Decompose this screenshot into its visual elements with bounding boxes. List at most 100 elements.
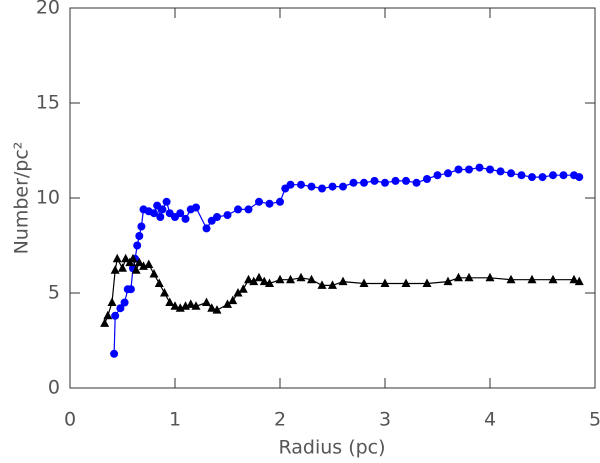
- triangle-point: [228, 295, 238, 305]
- circle-point: [559, 171, 568, 180]
- circle-point: [517, 171, 526, 180]
- circle-point: [433, 171, 442, 180]
- y-tick-label: 20: [36, 0, 60, 19]
- circle-point: [496, 167, 505, 176]
- circle-point: [265, 199, 274, 208]
- circle-point: [454, 165, 463, 174]
- triangle-point: [186, 299, 196, 308]
- triangle-point: [134, 257, 144, 267]
- circle-point: [126, 285, 135, 294]
- triangle-point: [265, 278, 274, 287]
- circle-point: [328, 182, 337, 191]
- circle-point: [286, 180, 295, 189]
- triangle-point: [244, 274, 253, 284]
- circle-point: [181, 214, 190, 223]
- y-tick-label: 0: [48, 377, 60, 399]
- y-tick-label: 10: [36, 187, 60, 209]
- plot-frame: [69, 7, 596, 389]
- x-tick-label: 4: [484, 409, 496, 431]
- triangle-point: [380, 278, 390, 287]
- triangle-point: [254, 272, 264, 282]
- x-tick-label: 0: [64, 409, 76, 431]
- x-tick-label: 1: [169, 409, 181, 431]
- triangle-point: [506, 274, 516, 284]
- circle-point: [486, 165, 494, 174]
- triangle-point: [464, 272, 474, 282]
- triangle-point: [112, 253, 122, 263]
- circle-point: [276, 197, 284, 206]
- triangle-point: [107, 297, 117, 306]
- x-tick-label: 2: [274, 409, 286, 431]
- circle-point: [360, 178, 368, 187]
- triangle-point: [275, 274, 285, 284]
- circle-point: [158, 205, 167, 214]
- triangle-point: [128, 253, 138, 263]
- circle-point: [156, 213, 165, 221]
- circle-point: [234, 205, 242, 214]
- circle-point: [370, 176, 379, 185]
- triangle-point: [149, 269, 159, 278]
- circle-point: [402, 176, 410, 185]
- circle-point: [192, 203, 200, 212]
- circle-point: [444, 169, 452, 178]
- triangle-point: [296, 272, 306, 282]
- circle-point: [318, 184, 326, 193]
- circle-point: [475, 163, 484, 172]
- circle-point: [339, 182, 347, 191]
- triangle-point: [131, 265, 141, 274]
- triangle-point: [233, 288, 243, 297]
- circle-point: [255, 197, 263, 206]
- circle-point: [381, 178, 389, 187]
- y-axis-title: Number/pc²: [11, 142, 33, 255]
- triangle-point: [165, 297, 175, 306]
- triangle-point: [338, 276, 348, 286]
- triangle-point: [110, 265, 120, 274]
- triangle-point: [485, 272, 495, 282]
- triangle-point: [100, 318, 110, 327]
- triangle-point: [443, 276, 453, 286]
- triangle-point: [454, 272, 463, 282]
- x-axis-title: Radius (pc): [278, 437, 385, 459]
- circle-point: [137, 222, 146, 231]
- triangle-point: [328, 280, 337, 289]
- triangle-point: [307, 274, 316, 284]
- series-line: [113, 166, 580, 354]
- circle-point: [528, 173, 536, 182]
- circle-point: [423, 175, 431, 183]
- circle-point: [244, 205, 253, 214]
- circle-point: [549, 171, 557, 180]
- triangle-point: [160, 288, 169, 297]
- circle-point: [391, 176, 400, 185]
- triangle-point: [359, 278, 369, 287]
- triangle-point: [422, 278, 432, 287]
- circle-point: [223, 211, 232, 220]
- circle-point: [213, 213, 221, 221]
- triangle-point: [527, 274, 537, 284]
- triangle-point: [202, 297, 211, 306]
- triangle-point: [401, 278, 411, 287]
- triangle-point: [569, 274, 579, 284]
- circle-point: [135, 232, 144, 240]
- circle-point: [465, 165, 473, 174]
- circle-point: [120, 298, 129, 307]
- series-line: [104, 257, 580, 324]
- triangle-point: [574, 276, 584, 286]
- triangle-point: [249, 276, 259, 286]
- circle-point: [162, 197, 171, 206]
- circle-point: [133, 241, 142, 250]
- triangle-point: [238, 284, 248, 293]
- circle-point: [412, 178, 421, 187]
- triangle-point: [212, 305, 222, 314]
- triangle-point: [170, 301, 180, 310]
- triangle-point: [191, 301, 201, 310]
- y-tick-label: 15: [36, 92, 60, 114]
- triangle-point: [207, 303, 217, 312]
- triangle-point: [103, 310, 113, 320]
- triangle-point: [154, 278, 164, 287]
- triangle-point: [548, 274, 558, 284]
- circle-point: [349, 178, 358, 187]
- circle-point: [111, 311, 120, 320]
- x-tick-label: 3: [379, 409, 391, 431]
- triangle-point: [223, 299, 232, 308]
- x-tick-label: 5: [589, 409, 600, 431]
